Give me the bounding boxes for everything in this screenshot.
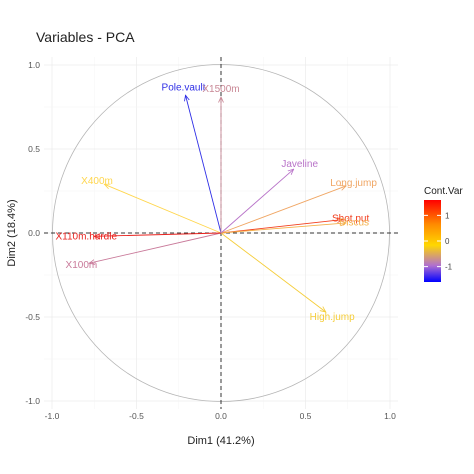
chart-title: Variables - PCA <box>36 29 135 45</box>
x-tick-label: 1.0 <box>384 411 396 421</box>
arrow-shot-put <box>220 220 343 234</box>
label-x110m-hurdle: X110m.hurdle <box>55 232 117 243</box>
x-axis-label: Dim1 (41.2%) <box>187 435 254 447</box>
arrow-x100m <box>89 232 222 263</box>
x-axis-ticks: -1.0 -0.5 0.0 0.5 1.0 <box>45 411 397 421</box>
arrow-x400m <box>104 184 222 234</box>
variable-arrows <box>89 95 346 312</box>
y-axis-label: Dim2 (18.4%) <box>6 199 18 266</box>
arrow-pole-vault <box>186 95 222 234</box>
y-tick-label: -1.0 <box>25 396 40 406</box>
arrow-javeline <box>220 169 294 234</box>
label-discus: Discus <box>339 217 369 228</box>
label-shot-put: Shot.put <box>332 214 369 225</box>
label-x1500m: X1500m <box>202 84 239 95</box>
label-pole-vault: Pole.vault <box>162 82 206 93</box>
y-tick-label: 1.0 <box>28 60 40 70</box>
arrow-x110m-hurdle <box>94 232 222 236</box>
x-tick-label: -0.5 <box>129 411 144 421</box>
arrow-high-jump <box>220 232 326 312</box>
legend-tick-label: -1 <box>445 263 453 272</box>
label-x400m: X400m <box>81 176 113 187</box>
label-javeline: Javeline <box>281 159 318 170</box>
legend-ticks: 1 0 -1 <box>424 211 453 272</box>
x-tick-label: 0.0 <box>215 411 227 421</box>
legend-tick-label: 1 <box>445 211 450 220</box>
y-tick-label: 0.0 <box>28 228 40 238</box>
arrow-discus <box>220 223 346 234</box>
label-high-jump: High.jump <box>310 312 355 323</box>
y-tick-label: -0.5 <box>25 312 40 322</box>
y-tick-label: 0.5 <box>28 144 40 154</box>
arrow-long-jump <box>220 186 346 234</box>
legend-colorbar <box>424 200 441 282</box>
legend-tick-label: 0 <box>445 237 450 246</box>
label-x100m: X100m <box>66 260 98 271</box>
label-long-jump: Long.jump <box>330 178 377 189</box>
color-legend: Cont.Var 1 0 -1 <box>424 186 463 282</box>
x-tick-label: -1.0 <box>45 411 60 421</box>
legend-title: Cont.Var <box>424 186 463 197</box>
y-axis-ticks: -1.0 -0.5 0.0 0.5 1.0 <box>25 60 40 406</box>
variable-labels: X100m Long.jump Shot.put High.jump X400m X110… <box>55 82 377 322</box>
x-tick-label: 0.5 <box>300 411 312 421</box>
